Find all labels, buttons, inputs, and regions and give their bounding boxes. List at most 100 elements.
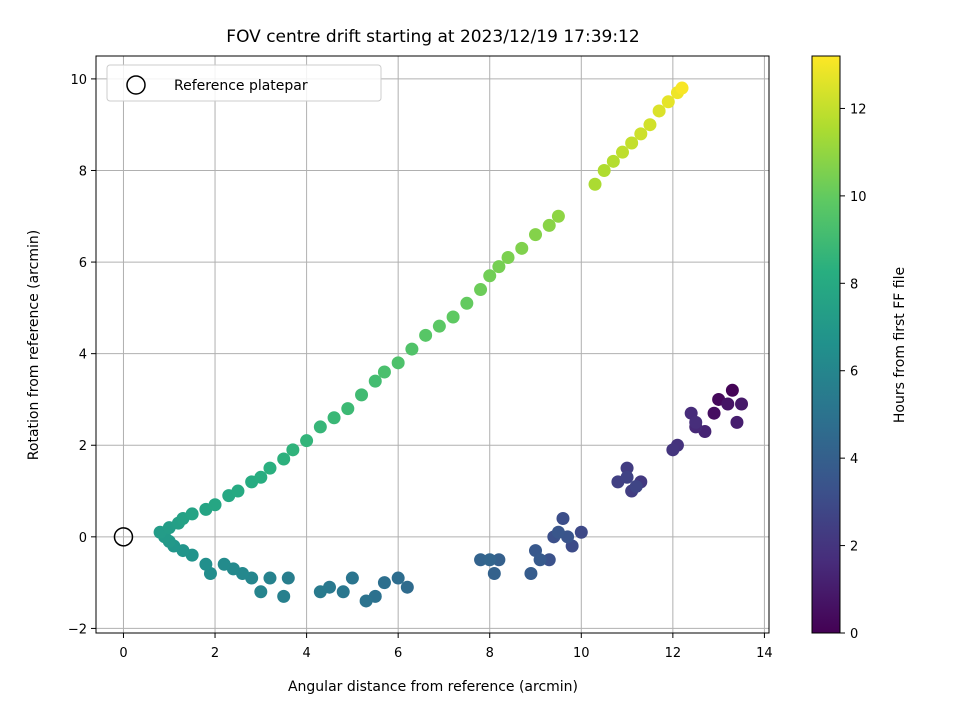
data-point [277,452,291,466]
x-axis-ticks: 0 2 4 6 8 10 12 14 [119,633,773,661]
y-tick-label: −2 [68,622,87,637]
data-point [551,525,565,539]
data-point [533,553,547,567]
colorbar-tick-label: 0 [850,627,858,642]
legend-entry: Reference platepar [174,78,308,94]
x-tick-label: 10 [573,646,590,661]
data-point [327,411,341,425]
x-tick-label: 6 [394,646,402,661]
data-point [483,553,497,567]
legend: Reference platepar [106,64,382,102]
data-point [391,356,405,370]
data-point [341,402,355,416]
x-tick-label: 4 [302,646,310,661]
data-point [574,525,588,539]
data-point [281,571,295,585]
data-point [419,328,433,342]
data-point [634,127,648,141]
colorbar-ticks: 0 2 4 6 8 10 12 [840,102,867,642]
data-point [524,566,538,580]
data-point [208,498,222,512]
data-point [492,553,506,567]
colorbar-tick-label: 6 [850,365,858,380]
data-point [345,571,359,585]
data-point [474,553,488,567]
grid-lines [96,56,769,633]
data-point [336,585,350,599]
data-point [735,397,749,411]
data-point [460,296,474,310]
data-point [286,443,300,457]
y-tick-label: 6 [79,256,87,271]
data-point [501,250,515,264]
data-point [529,228,543,242]
data-point [551,209,565,223]
data-point [199,557,213,571]
data-point [666,443,680,457]
data-point [263,461,277,475]
data-point [377,576,391,590]
x-tick-label: 12 [665,646,682,661]
colorbar-tick-label: 2 [850,540,858,555]
data-point [359,594,373,608]
data-point [217,557,231,571]
data-point [313,585,327,599]
legend-box [106,64,382,102]
data-point [355,388,369,402]
data-point [474,283,488,297]
colorbar-tick-label: 12 [850,102,867,117]
data-point [492,260,506,274]
data-point [185,507,199,521]
chart-title: FOV centre drift starting at 2023/12/19 … [226,27,639,47]
y-tick-label: 0 [79,531,87,546]
colorbar-tick-label: 10 [850,190,867,205]
y-axis-ticks: −2 0 2 4 6 8 10 [68,73,96,637]
y-tick-label: 2 [79,439,87,454]
data-point [487,566,501,580]
data-point [721,397,735,411]
data-point [515,241,529,255]
scatter-points [153,81,749,608]
data-point [400,580,414,594]
data-point [432,319,446,333]
data-point [542,553,556,567]
data-point [730,415,744,429]
data-point [689,415,703,429]
plot-frame [95,55,770,634]
data-point [300,434,314,448]
data-point [625,136,639,150]
data-point [368,374,382,388]
data-point [231,484,245,498]
colorbar-tick-label: 4 [850,452,858,467]
x-tick-label: 2 [211,646,219,661]
x-tick-label: 0 [119,646,127,661]
colorbar [811,55,841,634]
data-point [643,118,657,132]
y-axis-title: Rotation from reference (arcmin) [26,230,42,460]
data-point [377,365,391,379]
data-point [661,95,675,109]
data-point [588,177,602,191]
colorbar-tick-label: 8 [850,277,858,292]
y-tick-label: 10 [70,73,87,88]
data-point [620,461,634,475]
data-point [254,585,268,599]
data-point [652,104,666,118]
x-tick-label: 8 [486,646,494,661]
data-point [263,571,277,585]
data-point [405,342,419,356]
reference-platepar-marker [113,527,134,547]
x-axis-title: Angular distance from reference (arcmin) [288,679,578,695]
data-point [313,420,327,434]
data-point [483,269,497,283]
data-point [707,406,721,420]
data-point [606,154,620,168]
y-tick-label: 8 [79,164,87,179]
data-point [446,310,460,324]
data-point [542,218,556,232]
data-point [254,470,268,484]
data-point [391,571,405,585]
data-point [629,479,643,493]
legend-marker [126,75,146,95]
